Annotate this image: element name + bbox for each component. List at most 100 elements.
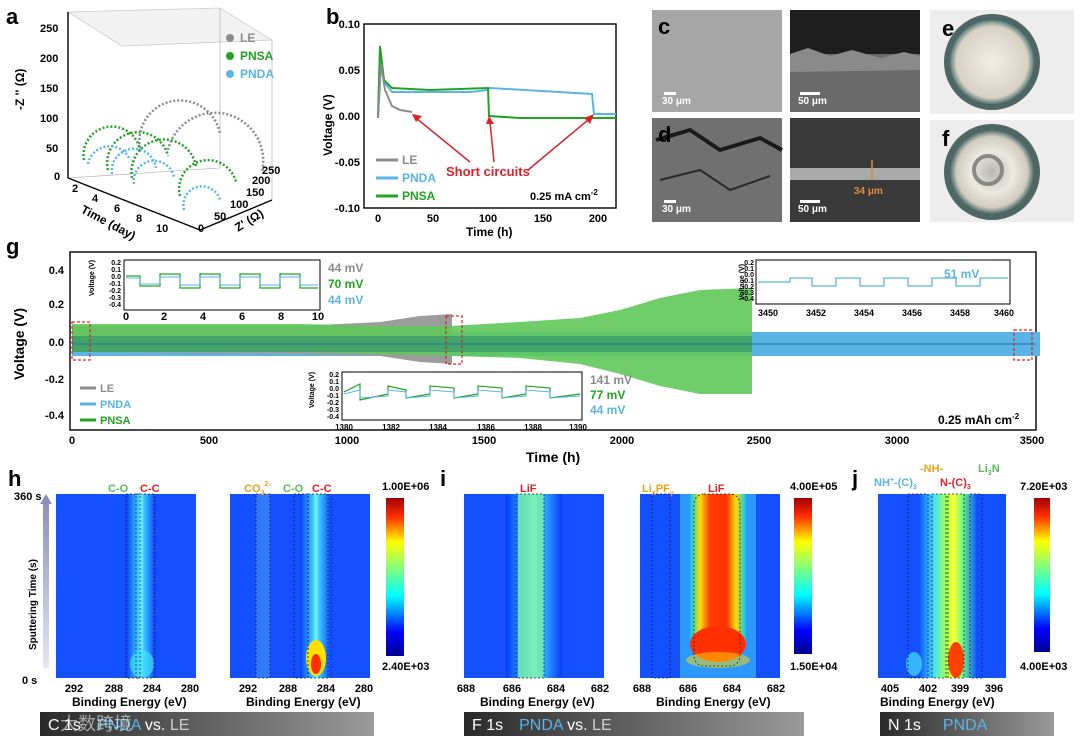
arrow (489, 121, 495, 163)
tick: 100 (479, 213, 497, 225)
tick: 0.2 (744, 260, 754, 267)
colorbar-min: 2.40E+03 (382, 661, 429, 673)
current-density: 0.25 mA cm-2 (530, 188, 598, 203)
panel-h-label: h (8, 466, 21, 491)
tick: -0.2 (45, 374, 64, 386)
legend-label-pnda: PNDA (100, 399, 131, 411)
inset-frame (755, 259, 1011, 305)
legend-label-pnsa: PNSA (240, 49, 274, 63)
tick: 100 (40, 113, 58, 125)
peak-label-c-c: C-C (312, 483, 332, 495)
eis-curve-pnsa (177, 158, 238, 197)
tick: 8 (278, 311, 284, 323)
co3-subscript: 3 (261, 490, 265, 497)
peak-label-li3n: Li3N (978, 463, 1000, 477)
arrow-head (412, 114, 422, 122)
xps-band-co3 (256, 494, 270, 678)
tick: 0 (54, 171, 60, 183)
scale-bar (800, 200, 820, 203)
banner-vs: vs. (140, 717, 169, 734)
banner-text: N 1s PNDA (888, 717, 988, 734)
peak-label-nh: -NH- (920, 463, 944, 475)
legend-marker-pnsa (226, 52, 234, 60)
tick: 0 (69, 435, 75, 447)
tick: 396 (985, 683, 1003, 695)
tick: 0 (375, 213, 381, 225)
panel-b-ylabel: Voltage (V) (321, 94, 335, 156)
legend-label-le: LE (100, 383, 114, 395)
inset-1: Voltage (V) 0.2 0.1 0.0 -0.1 -0.2 -0.3 -… (89, 259, 363, 323)
c-text: -(C) (894, 477, 913, 489)
banner-c1s (40, 712, 374, 736)
tick: 50 (46, 143, 58, 155)
legend-label-le: LE (240, 31, 255, 45)
inset-y-ticks: 0.2 0.1 0.0 -0.1 -0.2 -0.3 -0.4 (109, 260, 121, 309)
panel-g-label: g (6, 234, 19, 259)
tick: 0.1 (744, 266, 754, 273)
eis-curve-pnsa (106, 130, 170, 171)
tick: 150 (40, 83, 58, 95)
map2-xlabel: Binding Energy (eV) (656, 695, 771, 709)
tick: 4 (92, 193, 99, 205)
eis-curve-pnda (182, 185, 222, 211)
eis-curve-pnda (132, 159, 176, 185)
capacity-value: 0.25 mAh cm (938, 413, 1012, 427)
tick: 399 (951, 683, 969, 695)
tick: 0.0 (744, 272, 754, 279)
scale-text: 50 μm (798, 204, 827, 215)
colorbar-max: 7.20E+03 (1020, 481, 1067, 493)
scale-text: 50 μm (798, 96, 827, 107)
highlight-box (445, 315, 463, 365)
legend-label-le: LE (402, 153, 417, 167)
tick: 3460 (994, 308, 1014, 318)
highlight-box (71, 321, 91, 361)
tick: -0.10 (335, 203, 360, 215)
dashed-box (515, 493, 545, 679)
panel-g: g 0.4 0.2 0.0 -0.2 -0.4 Voltage (V) 0 50… (6, 234, 1044, 465)
tick: 292 (65, 683, 83, 695)
xps-hotspot (130, 650, 154, 678)
tick: 0.0 (49, 337, 64, 349)
tick: 684 (723, 683, 742, 695)
voltage-curve-le (377, 63, 413, 119)
inset-curve-pnda (343, 389, 581, 399)
peak-label-c-o: C-O (283, 483, 304, 495)
photo-f-mark (972, 154, 1004, 186)
tick: 0 (198, 223, 204, 235)
peak-label-lif: LiF (520, 483, 537, 495)
panel-a: a 250 200 150 100 50 0 -Z '' (Ω) 2 4 6 8… (6, 4, 280, 243)
inset-x-ticks: 1380 1382 1384 1386 1388 1390 (335, 423, 587, 432)
short-circuits-annotation: Short circuits (446, 164, 530, 179)
nh-text: NH (874, 477, 890, 489)
panel-b-xlabel: Time (h) (466, 225, 512, 239)
tick: -0.1 (327, 393, 339, 400)
dashed-box (307, 493, 329, 679)
tick: 402 (919, 683, 937, 695)
overpotential-le: 44 mV (328, 261, 363, 275)
map1-xlabel: Binding Energy (eV) (480, 695, 595, 709)
lipf-y: y (670, 490, 674, 497)
tick: 688 (457, 683, 475, 695)
tick: 250 (40, 23, 58, 35)
peak-label-c-o: C-O (108, 483, 129, 495)
tick: -0.4 (327, 414, 339, 421)
panel-a-time-label: Time (day) (79, 202, 138, 242)
tick: 2 (161, 311, 167, 323)
overpotential-pnsa: 70 mV (328, 277, 363, 291)
overpotential-pnda: 44 mV (328, 293, 363, 307)
sem-layer (790, 168, 920, 180)
sputtering-arrow (40, 494, 52, 668)
xps-band-c-c (126, 494, 156, 678)
inset-ylabel: Voltage (V) (89, 260, 96, 296)
colorbar-min: 1.50E+04 (790, 661, 838, 673)
panel-g-y-ticks: 0.4 0.2 0.0 -0.2 -0.4 (45, 265, 65, 422)
tick: 150 (534, 213, 552, 225)
tick: 0.2 (329, 372, 339, 379)
tick: 250 (262, 165, 280, 177)
tick: 686 (679, 683, 697, 695)
tick: 292 (239, 683, 257, 695)
photo-f-disc (950, 130, 1034, 214)
tick: 200 (40, 53, 58, 65)
tick: 3454 (854, 308, 874, 318)
